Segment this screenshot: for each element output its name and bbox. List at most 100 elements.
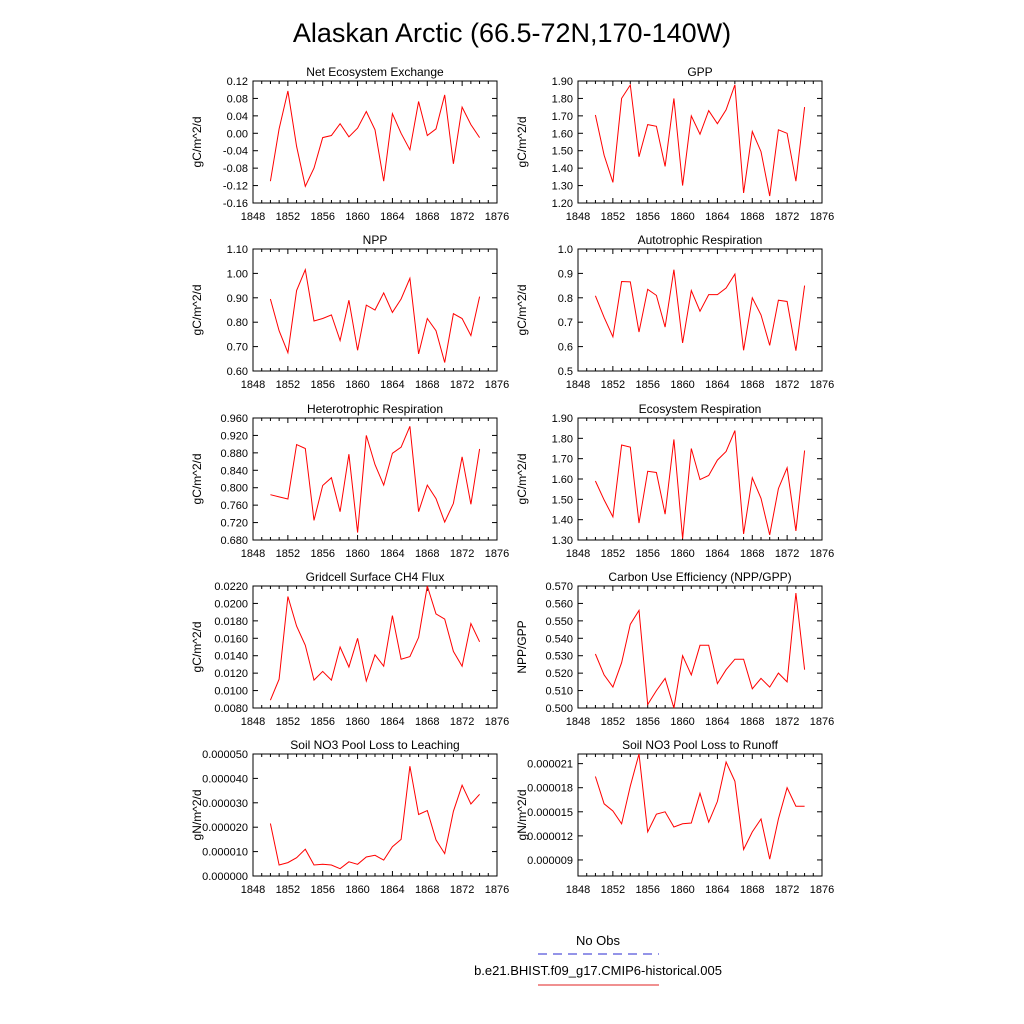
plot-frame bbox=[577, 753, 823, 877]
x-tick-label: 1872 bbox=[450, 716, 474, 728]
x-tick-label: 1876 bbox=[810, 716, 834, 728]
x-tick-label: 1856 bbox=[635, 211, 659, 223]
plot-frame bbox=[252, 585, 498, 709]
chart-title: Soil NO3 Pool Loss to Runoff bbox=[622, 738, 779, 752]
x-tick-label: 1856 bbox=[310, 716, 334, 728]
x-tick-label: 1852 bbox=[601, 379, 625, 391]
x-tick-label: 1876 bbox=[810, 548, 834, 560]
legend-label-no-obs: No Obs bbox=[576, 933, 621, 948]
y-tick-label: 0.0200 bbox=[214, 598, 248, 610]
y-tick-label: 1.00 bbox=[227, 268, 248, 280]
x-tick-label: 1852 bbox=[601, 884, 625, 896]
y-tick-label: 0.510 bbox=[545, 686, 573, 698]
x-tick-label: 1864 bbox=[705, 379, 729, 391]
x-tick-label: 1876 bbox=[485, 884, 509, 896]
x-tick-label: 1852 bbox=[601, 548, 625, 560]
x-tick-label: 1860 bbox=[345, 211, 369, 223]
chart-panel: Heterotrophic Respiration gC/m^2/d 1848 185… bbox=[190, 402, 509, 560]
y-tick-label: 1.60 bbox=[552, 128, 573, 140]
y-tick-label: -0.16 bbox=[223, 198, 248, 210]
y-tick-label: -0.12 bbox=[223, 181, 248, 193]
y-tick-label: 0.000021 bbox=[527, 759, 573, 771]
x-tick-label: 1864 bbox=[380, 884, 404, 896]
x-tick-label: 1856 bbox=[310, 884, 334, 896]
legend-label-model-run: b.e21.BHIST.f09_g17.CMIP6-historical.005 bbox=[474, 963, 722, 978]
chart-title: Ecosystem Respiration bbox=[639, 402, 762, 416]
x-tick-label: 1864 bbox=[380, 379, 404, 391]
y-tick-label: -0.04 bbox=[223, 146, 248, 158]
y-tick-label: 0.540 bbox=[545, 633, 573, 645]
y-tick-label: 0.000012 bbox=[527, 831, 573, 843]
y-tick-label: 0.60 bbox=[227, 366, 248, 378]
x-tick-label: 1848 bbox=[241, 211, 265, 223]
y-axis-label: gC/m^2/d bbox=[190, 454, 204, 505]
y-tick-label: 0.0120 bbox=[214, 668, 248, 680]
x-tick-label: 1868 bbox=[415, 548, 439, 560]
y-tick-label: 0.70 bbox=[227, 342, 248, 354]
x-tick-label: 1876 bbox=[810, 884, 834, 896]
y-tick-label: 0.880 bbox=[220, 448, 248, 460]
y-tick-label: 0.0160 bbox=[214, 633, 248, 645]
y-tick-label: 1.50 bbox=[552, 494, 573, 506]
x-tick-label: 1876 bbox=[485, 548, 509, 560]
legend: No Obs b.e21.BHIST.f09_g17.CMIP6-histori… bbox=[474, 933, 722, 986]
chart-panel: Carbon Use Efficiency (NPP/GPP) NPP/GPP 18… bbox=[515, 570, 834, 728]
x-tick-label: 1856 bbox=[635, 379, 659, 391]
series-line bbox=[594, 753, 805, 860]
x-tick-label: 1864 bbox=[380, 548, 404, 560]
x-tick-label: 1872 bbox=[775, 211, 799, 223]
x-tick-label: 1872 bbox=[450, 379, 474, 391]
y-tick-label: 1.30 bbox=[552, 535, 573, 547]
y-tick-label: 1.70 bbox=[552, 454, 573, 466]
x-tick-label: 1852 bbox=[276, 211, 300, 223]
x-tick-label: 1852 bbox=[276, 884, 300, 896]
series-line bbox=[269, 585, 481, 701]
x-tick-label: 1848 bbox=[566, 211, 590, 223]
y-axis-label: NPP/GPP bbox=[515, 620, 529, 673]
x-tick-label: 1864 bbox=[705, 211, 729, 223]
y-tick-label: 1.60 bbox=[552, 474, 573, 486]
y-tick-label: 0.000000 bbox=[202, 871, 248, 883]
chart-title: Carbon Use Efficiency (NPP/GPP) bbox=[608, 570, 791, 584]
x-tick-label: 1864 bbox=[705, 884, 729, 896]
chart-title: Heterotrophic Respiration bbox=[307, 402, 443, 416]
series-line bbox=[270, 426, 481, 533]
x-tick-label: 1856 bbox=[310, 548, 334, 560]
chart-title: Soil NO3 Pool Loss to Leaching bbox=[290, 738, 459, 752]
x-tick-label: 1868 bbox=[740, 884, 764, 896]
x-tick-label: 1872 bbox=[450, 548, 474, 560]
x-tick-label: 1856 bbox=[635, 716, 659, 728]
x-tick-label: 1872 bbox=[775, 884, 799, 896]
y-axis-label: gC/m^2/d bbox=[515, 285, 529, 336]
x-tick-label: 1852 bbox=[601, 211, 625, 223]
y-tick-label: 0.8 bbox=[558, 293, 573, 305]
y-tick-label: 0.920 bbox=[220, 430, 248, 442]
chart-panel: Net Ecosystem Exchange gC/m^2/d 1848 1852 18… bbox=[190, 65, 509, 223]
x-tick-label: 1876 bbox=[485, 211, 509, 223]
y-tick-label: 0.000050 bbox=[202, 749, 248, 761]
x-tick-label: 1868 bbox=[415, 884, 439, 896]
x-tick-label: 1868 bbox=[740, 716, 764, 728]
x-tick-label: 1860 bbox=[345, 884, 369, 896]
x-tick-label: 1868 bbox=[740, 211, 764, 223]
y-tick-label: 0.520 bbox=[545, 668, 573, 680]
plot-frame bbox=[252, 753, 498, 877]
chart-title: Net Ecosystem Exchange bbox=[306, 65, 444, 79]
x-tick-label: 1860 bbox=[670, 379, 694, 391]
y-tick-label: 0.04 bbox=[227, 111, 248, 123]
x-tick-label: 1860 bbox=[345, 548, 369, 560]
y-tick-label: 1.50 bbox=[552, 146, 573, 158]
series-line bbox=[594, 269, 806, 351]
x-tick-label: 1856 bbox=[635, 884, 659, 896]
chart-panel: Soil NO3 Pool Loss to Leaching gN/m^2/d 18… bbox=[190, 738, 509, 896]
x-tick-label: 1864 bbox=[705, 548, 729, 560]
x-tick-label: 1860 bbox=[670, 548, 694, 560]
x-tick-label: 1852 bbox=[276, 716, 300, 728]
y-tick-label: 0.960 bbox=[220, 413, 248, 425]
series-line bbox=[594, 430, 806, 539]
y-tick-label: 1.80 bbox=[552, 93, 573, 105]
chart-panel: NPP gC/m^2/d 1848 1852 1856 1860 1864 1868 1872 1… bbox=[190, 233, 509, 391]
y-tick-label: 0.12 bbox=[227, 76, 248, 88]
x-tick-label: 1872 bbox=[775, 716, 799, 728]
